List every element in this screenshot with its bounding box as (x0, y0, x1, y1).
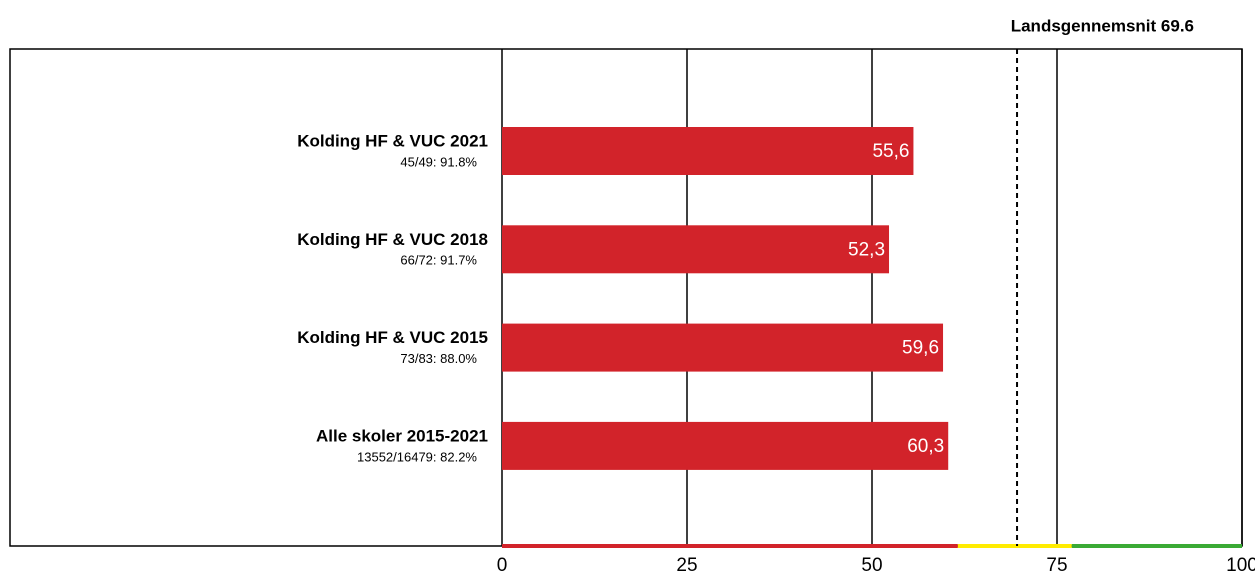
category-sublabel: 45/49: 91.8% (400, 154, 477, 169)
category-sublabel: 13552/16479: 82.2% (357, 449, 477, 464)
reference-label: Landsgennemsnit 69.6 (1011, 16, 1194, 35)
value-label: 59,6 (902, 338, 939, 359)
bar (502, 421, 949, 470)
zone-band (957, 544, 1072, 548)
category-label: Kolding HF & VUC 2021 (297, 131, 488, 150)
value-label: 60,3 (907, 436, 944, 457)
zone-band (502, 544, 958, 548)
bar (502, 127, 914, 175)
bar (502, 225, 890, 274)
bar (502, 323, 944, 372)
category-label: Kolding HF & VUC 2015 (297, 328, 488, 347)
x-tick-label: 75 (1046, 555, 1067, 576)
category-sublabel: 73/83: 88.0% (400, 351, 477, 366)
x-tick-label: 50 (861, 555, 882, 576)
category-label: Kolding HF & VUC 2018 (297, 230, 488, 249)
value-label: 52,3 (848, 239, 885, 260)
x-tick-label: 100 (1226, 555, 1255, 576)
x-tick-label: 0 (497, 555, 508, 576)
value-label: 55,6 (872, 141, 909, 162)
zone-band (1071, 544, 1242, 548)
category-label: Alle skoler 2015-2021 (316, 426, 488, 445)
x-tick-label: 25 (676, 555, 697, 576)
category-sublabel: 66/72: 91.7% (400, 253, 477, 268)
